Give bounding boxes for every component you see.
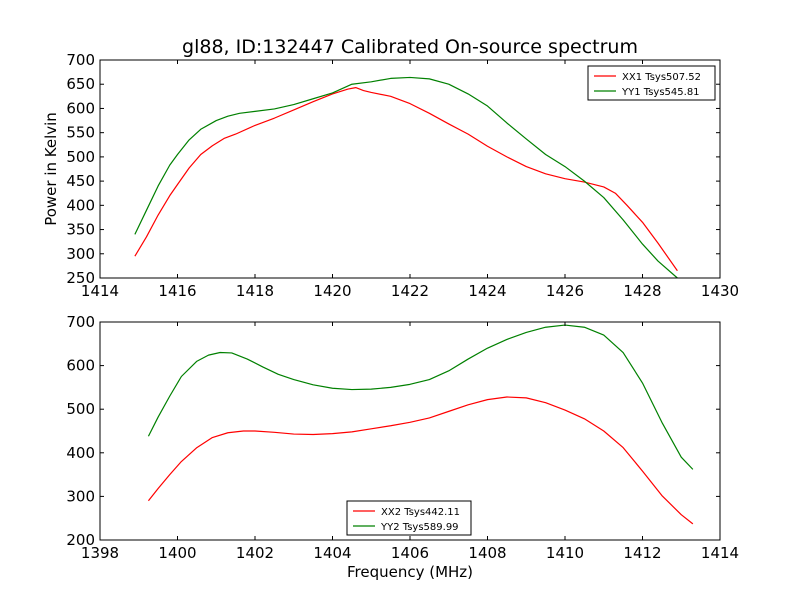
bottom-x-axis-label: Frequency (MHz) xyxy=(347,563,473,581)
bottom-y-tick-label: 400 xyxy=(66,444,95,462)
top-x-tick-label: 1422 xyxy=(391,282,429,300)
top-x-tick-label: 1426 xyxy=(546,282,584,300)
bottom-panel: Frequency (MHz) 1398 1400 1402 1404 1406 1408… xyxy=(66,313,739,581)
bottom-x-tick-label: 1410 xyxy=(546,544,584,562)
top-x-tick-label: 1424 xyxy=(468,282,506,300)
bottom-x-tick-label: 1402 xyxy=(236,544,274,562)
top-series-line-1 xyxy=(134,87,678,272)
top-x-tick-label: 1414 xyxy=(81,282,119,300)
top-y-tick-label: 500 xyxy=(66,148,95,166)
top-y-tick-label: 300 xyxy=(66,245,95,263)
bottom-y-tick-label: 600 xyxy=(66,357,95,375)
bottom-x-tick-label: 1408 xyxy=(468,544,506,562)
bottom-x-tick-label: 1404 xyxy=(313,544,351,562)
top-y-tick-label: 250 xyxy=(66,269,95,287)
top-y-tick-label: 600 xyxy=(66,99,95,117)
top-y-tick-label: 650 xyxy=(66,75,95,93)
top-legend-label-2: YY1 Tsys545.81 xyxy=(621,87,700,98)
top-x-tick-label: 1430 xyxy=(701,282,739,300)
bottom-y-tick-label: 500 xyxy=(66,400,95,418)
bottom-y-tick-label: 700 xyxy=(66,313,95,331)
bottom-legend-box xyxy=(346,500,472,536)
bottom-legend-label-2: YY2 Tsys589.99 xyxy=(380,522,459,533)
bottom-legend-label-1: XX2 Tsys442.11 xyxy=(381,507,460,518)
bottom-x-tick-label: 1414 xyxy=(701,544,739,562)
top-x-tick-label: 1418 xyxy=(236,282,274,300)
top-x-tick-label: 1420 xyxy=(313,282,351,300)
bottom-x-tick-label: 1398 xyxy=(81,544,119,562)
top-y-tick-label: 400 xyxy=(66,196,95,214)
top-y-tick-label: 450 xyxy=(66,172,95,190)
bottom-x-tick-label: 1412 xyxy=(623,544,661,562)
bottom-x-tick-label: 1400 xyxy=(158,544,196,562)
bottom-y-tick-label: 300 xyxy=(66,487,95,505)
top-y-tick-label: 350 xyxy=(66,221,95,239)
top-panel: gl88, ID:132447 Calibrated On-source spe… xyxy=(42,36,739,300)
top-x-tick-label: 1428 xyxy=(623,282,661,300)
bottom-y-tick-label: 200 xyxy=(66,531,95,549)
chart-title: gl88, ID:132447 Calibrated On-source spe… xyxy=(182,36,638,58)
top-y-axis-label: Power in Kelvin xyxy=(42,112,60,226)
top-series-line-2 xyxy=(134,76,678,279)
bottom-legend: XX2 Tsys442.11 YY2 Tsys589.99 xyxy=(346,500,472,536)
bottom-x-tick-label: 1406 xyxy=(391,544,429,562)
bottom-series-line-2 xyxy=(147,324,694,470)
bottom-series-line-1 xyxy=(147,396,694,525)
top-legend-label-1: XX1 Tsys507.52 xyxy=(622,72,701,83)
top-x-tick-label: 1416 xyxy=(158,282,196,300)
top-legend: XX1 Tsys507.52 YY1 Tsys545.81 xyxy=(587,65,716,101)
top-y-tick-label: 700 xyxy=(66,51,95,69)
top-y-tick-label: 550 xyxy=(66,124,95,142)
top-legend-box xyxy=(587,65,716,101)
